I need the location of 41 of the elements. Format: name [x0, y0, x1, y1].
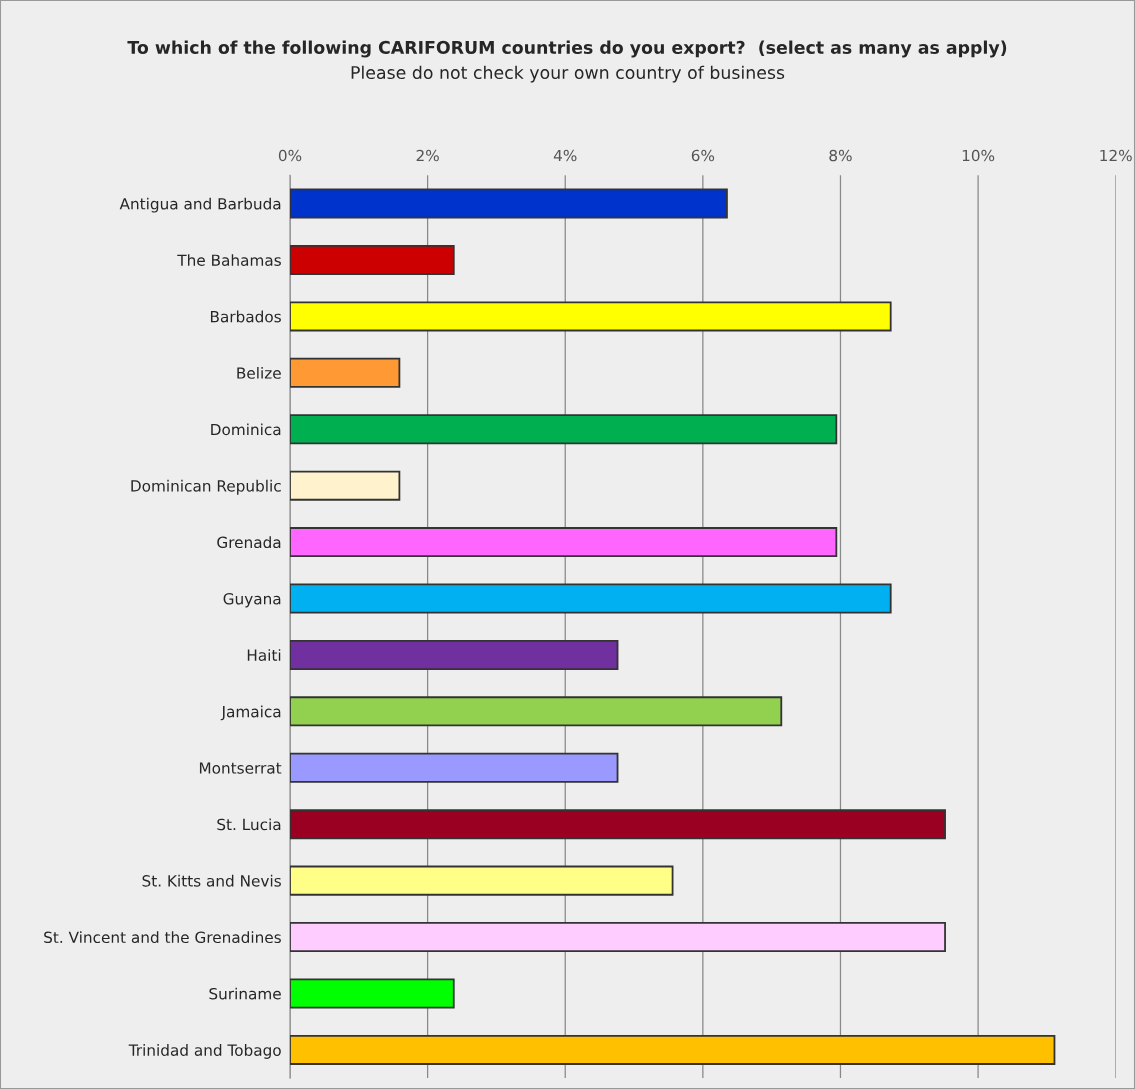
bar — [289, 922, 946, 953]
y-tick-label: St. Vincent and the Grenadines — [44, 931, 281, 944]
y-tick-label: Suriname — [209, 987, 281, 1000]
x-tick-label: 10% — [962, 149, 995, 162]
bar — [289, 696, 783, 727]
y-tick-label: Haiti — [247, 649, 281, 661]
y-tick-label: Jamaica — [220, 705, 281, 721]
bar — [289, 639, 619, 670]
bar — [289, 583, 892, 614]
x-tick-label: 6% — [691, 149, 715, 162]
y-tick-label: St. Kitts and Nevis — [142, 874, 281, 887]
bar — [289, 1034, 1056, 1065]
bar — [289, 752, 619, 783]
y-tick-label: Barbados — [210, 310, 281, 323]
y-tick-label: Antigua and Barbuda — [119, 197, 281, 213]
bar — [289, 244, 455, 275]
x-tick-label: 0% — [278, 149, 302, 162]
bar — [289, 527, 838, 558]
y-tick-label: Montserrat — [199, 762, 282, 774]
bar — [289, 978, 455, 1009]
y-tick-label: Trinidad and Tobago — [128, 1044, 281, 1059]
y-tick-label: St. Lucia — [217, 818, 281, 831]
chart-title: To which of the following CARIFORUM countries do you export? (select as many as apply) — [127, 40, 1007, 58]
bar — [289, 357, 401, 388]
x-tick-label: 2% — [416, 149, 439, 162]
bar — [289, 809, 946, 840]
y-tick-label: Grenada — [217, 536, 281, 549]
x-tick-label: 4% — [553, 149, 577, 162]
x-tick-label: 8% — [829, 149, 852, 162]
y-tick-label: Belize — [237, 367, 281, 379]
chart-subtitle: Please do not check your own country of business — [351, 65, 785, 83]
bar — [289, 865, 674, 896]
y-tick-label: Dominica — [211, 423, 281, 436]
bar — [289, 470, 401, 501]
y-tick-label: Dominican Republic — [131, 479, 281, 495]
bar — [289, 188, 728, 219]
y-tick-label: The Bahamas — [177, 254, 281, 266]
y-tick-label: Guyana — [223, 592, 281, 608]
bar — [289, 301, 892, 332]
x-tick-label: 12% — [1100, 149, 1132, 162]
bar — [289, 414, 838, 445]
